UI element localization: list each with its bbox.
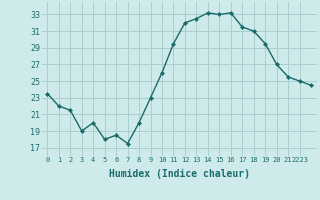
X-axis label: Humidex (Indice chaleur): Humidex (Indice chaleur) xyxy=(109,169,250,179)
